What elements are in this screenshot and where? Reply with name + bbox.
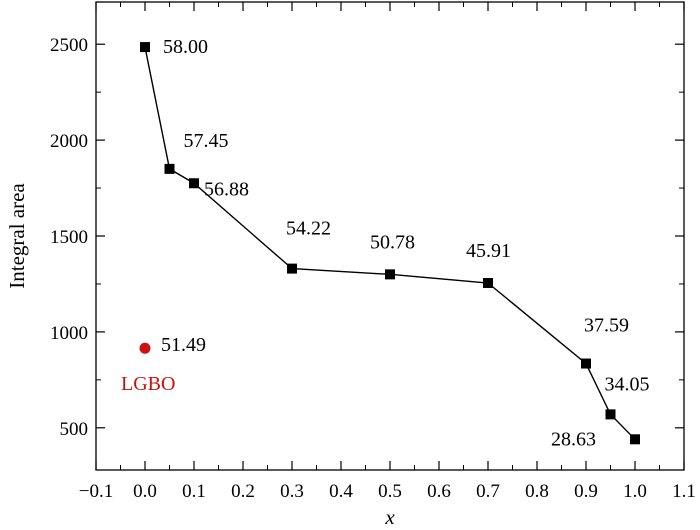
data-point-square [385, 269, 395, 280]
x-tick-label: 0.5 [378, 481, 402, 502]
data-label: 45.91 [466, 240, 511, 262]
x-axis-title: x [384, 505, 395, 529]
data-point-square [164, 163, 175, 174]
x-tick-label: 0.0 [133, 481, 157, 502]
x-tick-label: 0.2 [231, 481, 255, 502]
data-point-square [189, 178, 199, 189]
x-tick-label: 0.7 [476, 481, 500, 502]
data-label: 54.22 [286, 218, 331, 240]
data-point-square [483, 277, 493, 288]
data-label: 50.78 [370, 231, 415, 253]
data-label: 51.49 [161, 334, 206, 356]
x-tick-label: 0.9 [574, 481, 598, 502]
data-label: 56.88 [204, 178, 249, 200]
y-tick-label: 2000 [50, 131, 88, 152]
data-label: 28.63 [551, 428, 596, 450]
data-label: 34.05 [605, 373, 650, 395]
data-point-square [581, 358, 591, 369]
x-tick-label: 1.1 [672, 481, 696, 502]
y-tick-label: 500 [60, 419, 89, 440]
y-tick-label: 1500 [50, 227, 88, 248]
y-tick-label: 1000 [50, 323, 88, 344]
data-label: 37.59 [584, 315, 629, 337]
y-axis-ticks: 500 1000 1500 2000 2500 [50, 35, 684, 440]
x-axis-ticks: −0.1 0.0 0.1 0.2 0.3 0.4 0.5 0.6 0.7 0.8 0.9 1.0 1.1 [79, 2, 696, 502]
y-axis-title: Integral area [5, 183, 29, 289]
x-tick-label: 0.1 [182, 481, 206, 502]
x-tick-label: 1.0 [623, 481, 647, 502]
series-label-lgbo: LGBO [121, 373, 175, 395]
x-tick-label: 0.4 [329, 481, 353, 502]
data-point-square [605, 409, 616, 420]
data-point-square [630, 434, 640, 445]
x-tick-label: 0.8 [525, 481, 549, 502]
data-point-circle [139, 342, 151, 354]
x-tick-label: 0.3 [280, 481, 304, 502]
x-tick-label: 0.6 [427, 481, 451, 502]
data-point-square [140, 42, 150, 53]
data-label: 58.00 [163, 36, 208, 58]
data-label: 57.45 [184, 130, 229, 152]
x-tick-label: −0.1 [79, 481, 113, 502]
y-tick-label: 2500 [50, 35, 88, 56]
data-point-square [287, 263, 297, 274]
series-layer: 58.00 57.45 56.88 54.22 50.78 45.91 37.59 34.05… [121, 36, 650, 450]
